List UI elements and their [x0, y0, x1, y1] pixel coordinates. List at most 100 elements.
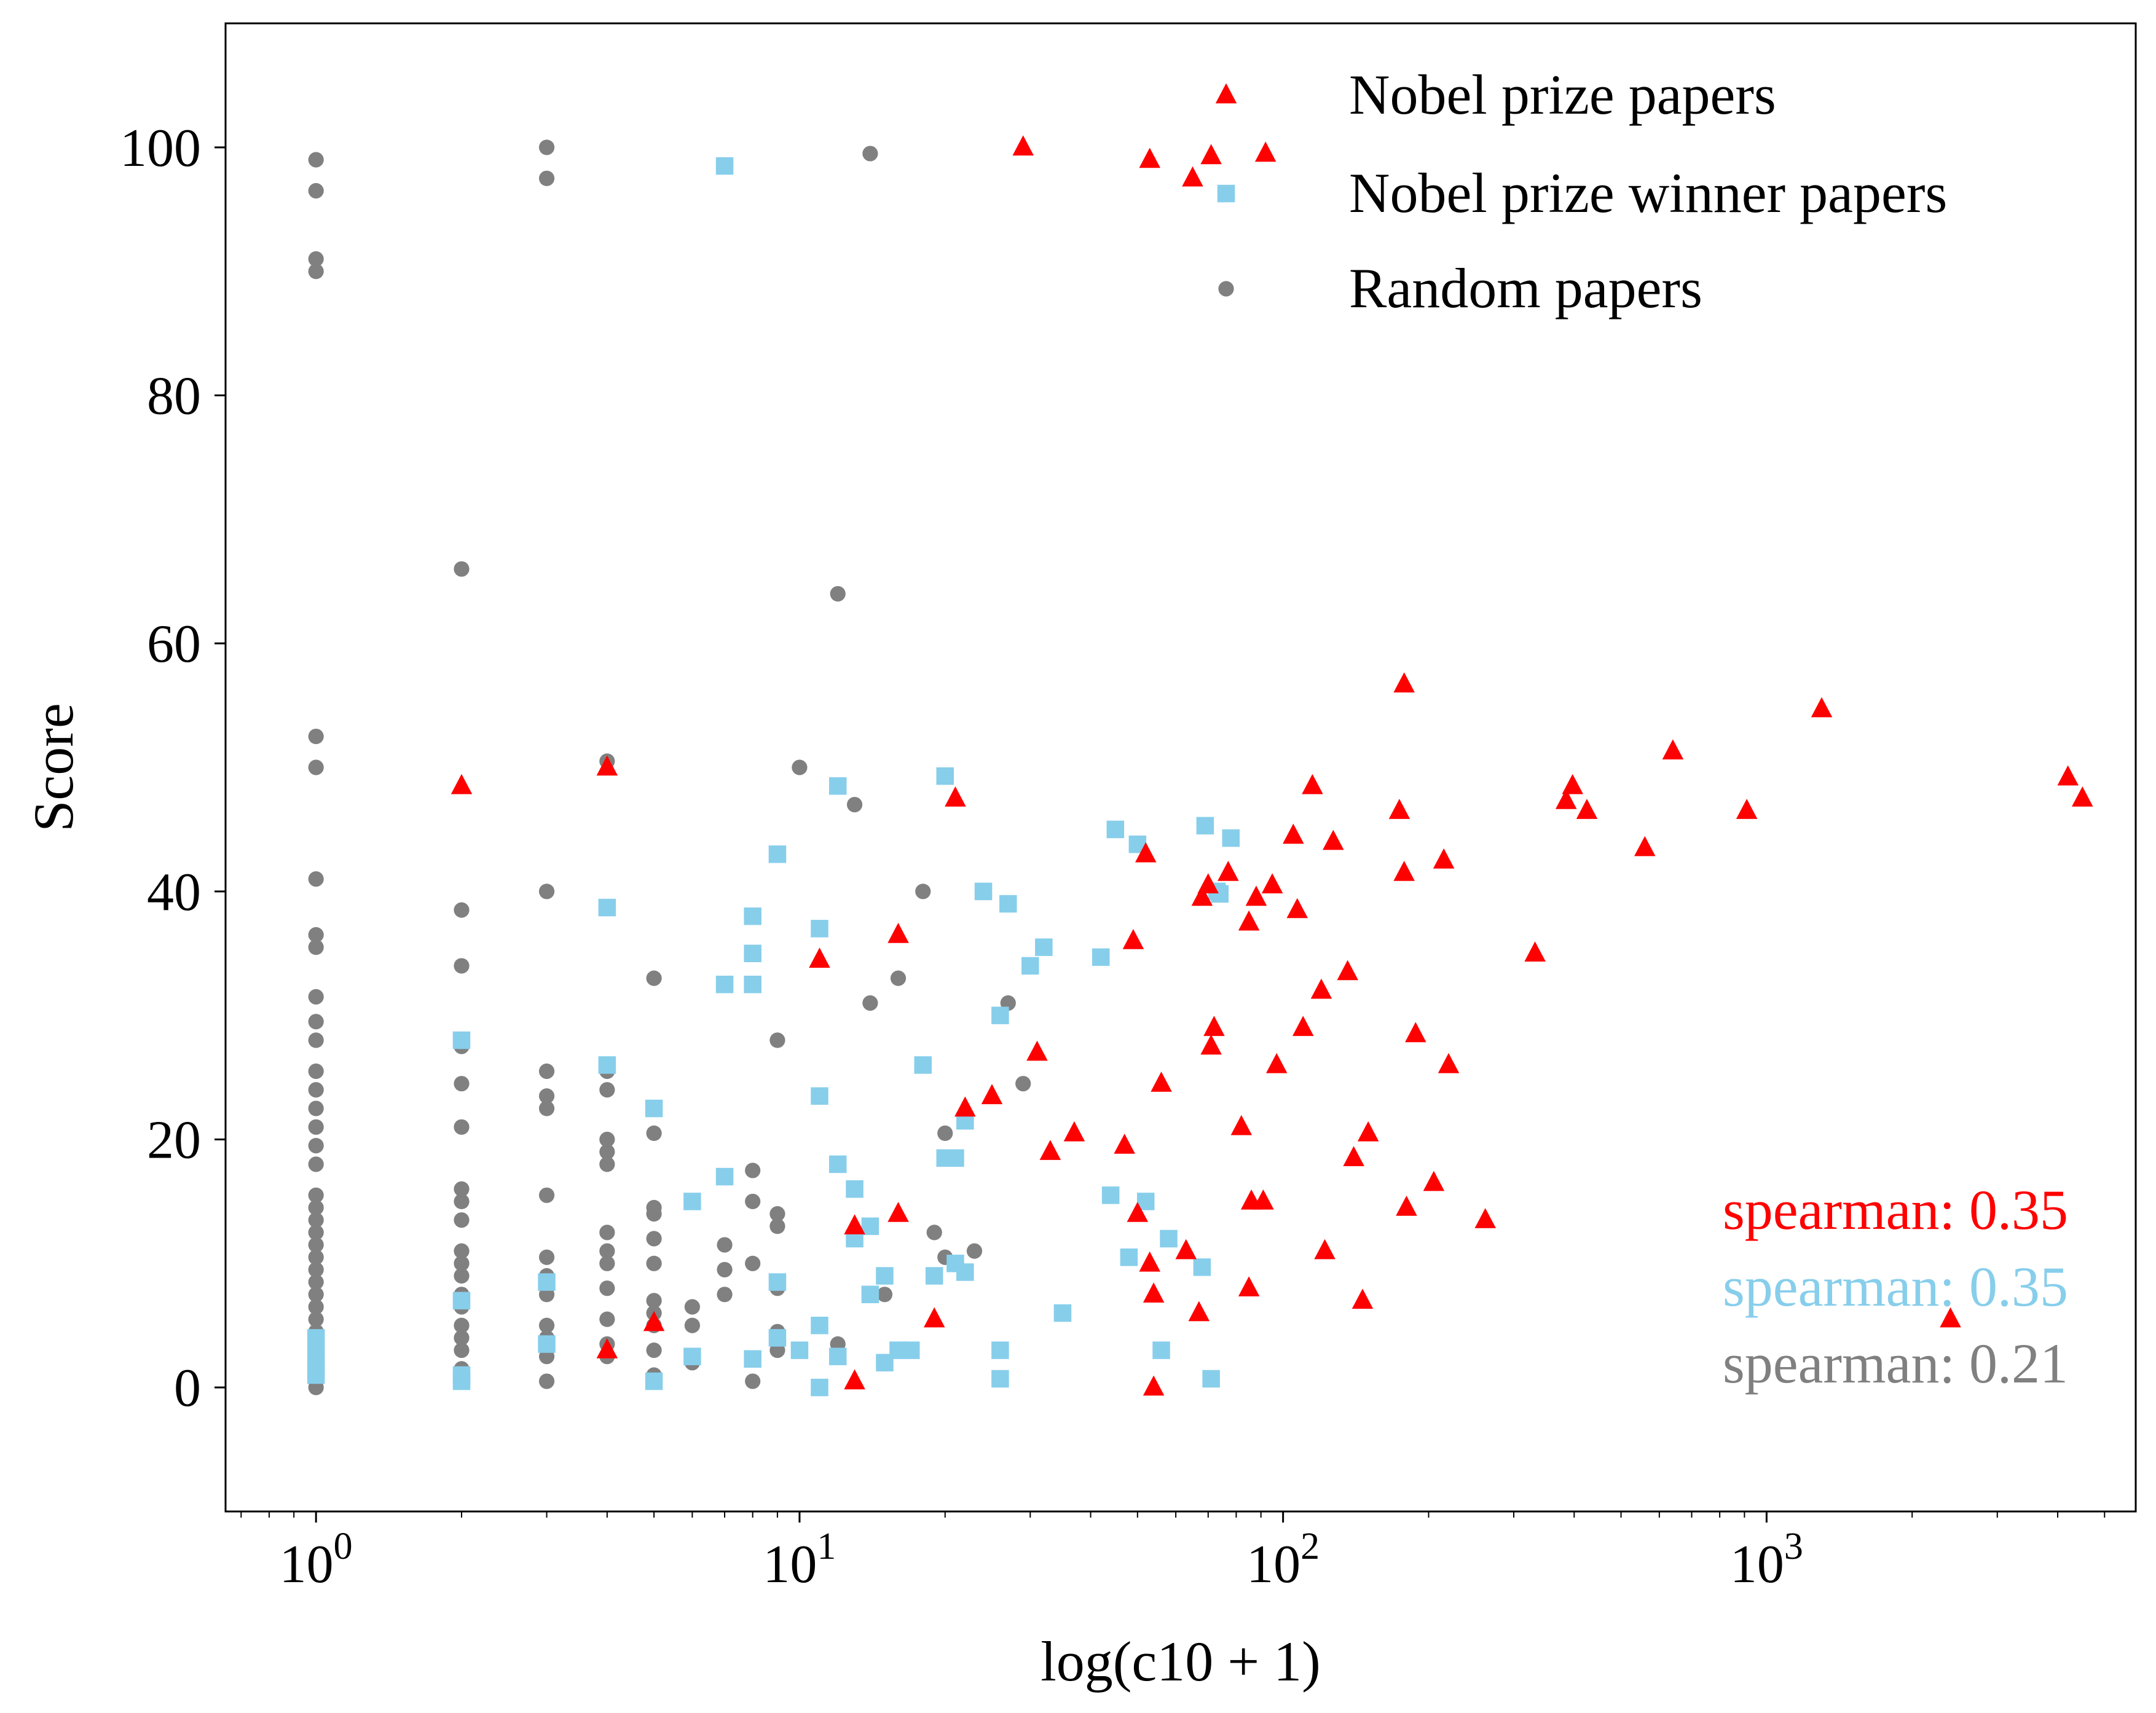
- nobel-prize-point: [1576, 799, 1598, 819]
- x-tick-exponent: 3: [1784, 1526, 1803, 1567]
- random-paper-point: [454, 1268, 470, 1284]
- nobel-prize-point: [1310, 978, 1332, 999]
- nobel-prize-point: [1940, 1307, 1961, 1328]
- random-paper-point: [717, 1287, 733, 1303]
- random-paper-point: [308, 1287, 324, 1303]
- random-paper-point: [308, 939, 324, 955]
- random-paper-point: [599, 1144, 615, 1160]
- random-paper-point: [862, 995, 878, 1011]
- nobel-prize-point: [1238, 1276, 1260, 1296]
- nobel-prize-point: [1405, 1022, 1426, 1043]
- nobel-winner-point: [715, 975, 734, 994]
- nobel-prize-point: [924, 1307, 945, 1328]
- nobel-winner-point: [861, 1217, 879, 1236]
- nobel-winner-point: [1021, 957, 1039, 975]
- nobel-winner-point: [1092, 948, 1110, 966]
- random-paper-point: [454, 1193, 470, 1210]
- random-paper-point: [308, 1100, 324, 1116]
- nobel-prize-point: [1175, 1239, 1197, 1260]
- nobel-winner-point: [1120, 1248, 1138, 1266]
- nobel-winner-point: [683, 1193, 701, 1210]
- random-paper-point: [745, 1162, 761, 1178]
- random-paper-point: [599, 1225, 615, 1241]
- nobel-winner-point: [1160, 1229, 1178, 1248]
- random-paper-point: [769, 1032, 785, 1048]
- nobel-prize-point: [1203, 1016, 1225, 1037]
- nobel-winner-point: [991, 1341, 1009, 1359]
- random-paper-point: [308, 1261, 324, 1278]
- nobel-winner-point: [999, 895, 1017, 913]
- nobel-prize-point: [1230, 1115, 1253, 1135]
- nobel-prize-point: [1261, 873, 1283, 893]
- x-tick-exponent: 2: [1300, 1526, 1320, 1567]
- nobel-prize-point: [1393, 672, 1415, 692]
- nobel-prize-point: [596, 1338, 618, 1358]
- random-paper-point: [538, 170, 555, 186]
- random-paper-point: [308, 1156, 324, 1172]
- nobel-prize-point: [1254, 141, 1277, 162]
- nobel-prize-point: [1357, 1121, 1379, 1142]
- random-paper-point: [599, 1255, 615, 1271]
- random-paper-point: [684, 1317, 700, 1333]
- legend-label: Random papers: [1349, 257, 1702, 319]
- random-paper-point: [538, 1100, 555, 1116]
- nobel-prize-point: [887, 922, 909, 943]
- random-paper-point: [538, 1317, 555, 1333]
- nobel-winner-point: [811, 920, 828, 938]
- nobel-winner-point: [1222, 829, 1240, 847]
- x-tick-base: 10: [280, 1535, 334, 1594]
- random-paper-point: [454, 1255, 470, 1271]
- y-axis-label: Score: [22, 703, 85, 831]
- nobel-prize-point: [1393, 861, 1415, 881]
- random-paper-point: [308, 989, 324, 1005]
- nobel-prize-point: [1302, 774, 1323, 794]
- random-paper-point: [745, 1193, 761, 1210]
- nobel-prize-point: [1197, 873, 1219, 893]
- nobel-winner-point: [936, 767, 954, 785]
- nobel-winner-point: [768, 1273, 787, 1291]
- random-paper-point: [308, 1225, 324, 1241]
- nobel-winner-point: [1053, 1304, 1072, 1322]
- random-paper-point: [308, 1063, 324, 1080]
- nobel-winner-point: [811, 1378, 828, 1397]
- nobel-prize-point: [1143, 1282, 1165, 1303]
- nobel-winner-point: [1196, 817, 1214, 835]
- y-tick-label: 20: [147, 1111, 201, 1170]
- nobel-winner-point: [683, 1347, 701, 1365]
- random-paper-point: [308, 927, 324, 943]
- random-paper-point: [308, 182, 324, 199]
- nobel-prize-point: [1811, 697, 1833, 718]
- random-paper-point: [538, 1088, 555, 1104]
- random-paper-point: [308, 1137, 324, 1154]
- random-paper-point: [454, 1119, 470, 1135]
- random-paper-point: [308, 1187, 324, 1203]
- nobel-winner-point: [715, 1167, 734, 1186]
- nobel-prize-point: [1524, 941, 1546, 962]
- nobel-prize-point: [1200, 144, 1222, 165]
- nobel-winner-point: [1193, 1258, 1211, 1276]
- legend-marker: [1217, 184, 1235, 203]
- y-tick-label: 40: [147, 863, 201, 922]
- nobel-prize-point: [809, 947, 830, 968]
- nobel-winner-point: [744, 1350, 761, 1368]
- random-paper-point: [926, 1225, 942, 1241]
- nobel-prize-point: [1218, 861, 1239, 881]
- random-paper-point: [599, 1243, 615, 1259]
- random-paper-point: [454, 1330, 470, 1346]
- nobel-winner-point: [991, 1006, 1009, 1024]
- nobel-winner-point: [598, 898, 616, 917]
- nobel-prize-point: [1343, 1146, 1364, 1166]
- nobel-winner-point: [538, 1273, 556, 1291]
- random-paper-point: [966, 1243, 983, 1259]
- random-paper-point: [646, 1231, 662, 1247]
- nobel-winner-point: [538, 1335, 556, 1353]
- random-paper-point: [308, 1032, 324, 1048]
- random-paper-point: [599, 1156, 615, 1172]
- nobel-prize-point: [1114, 1134, 1135, 1154]
- random-paper-point: [646, 1293, 662, 1309]
- nobel-winner-point: [307, 1366, 325, 1384]
- random-paper-point: [745, 1255, 761, 1271]
- nobel-prize-point: [844, 1214, 865, 1234]
